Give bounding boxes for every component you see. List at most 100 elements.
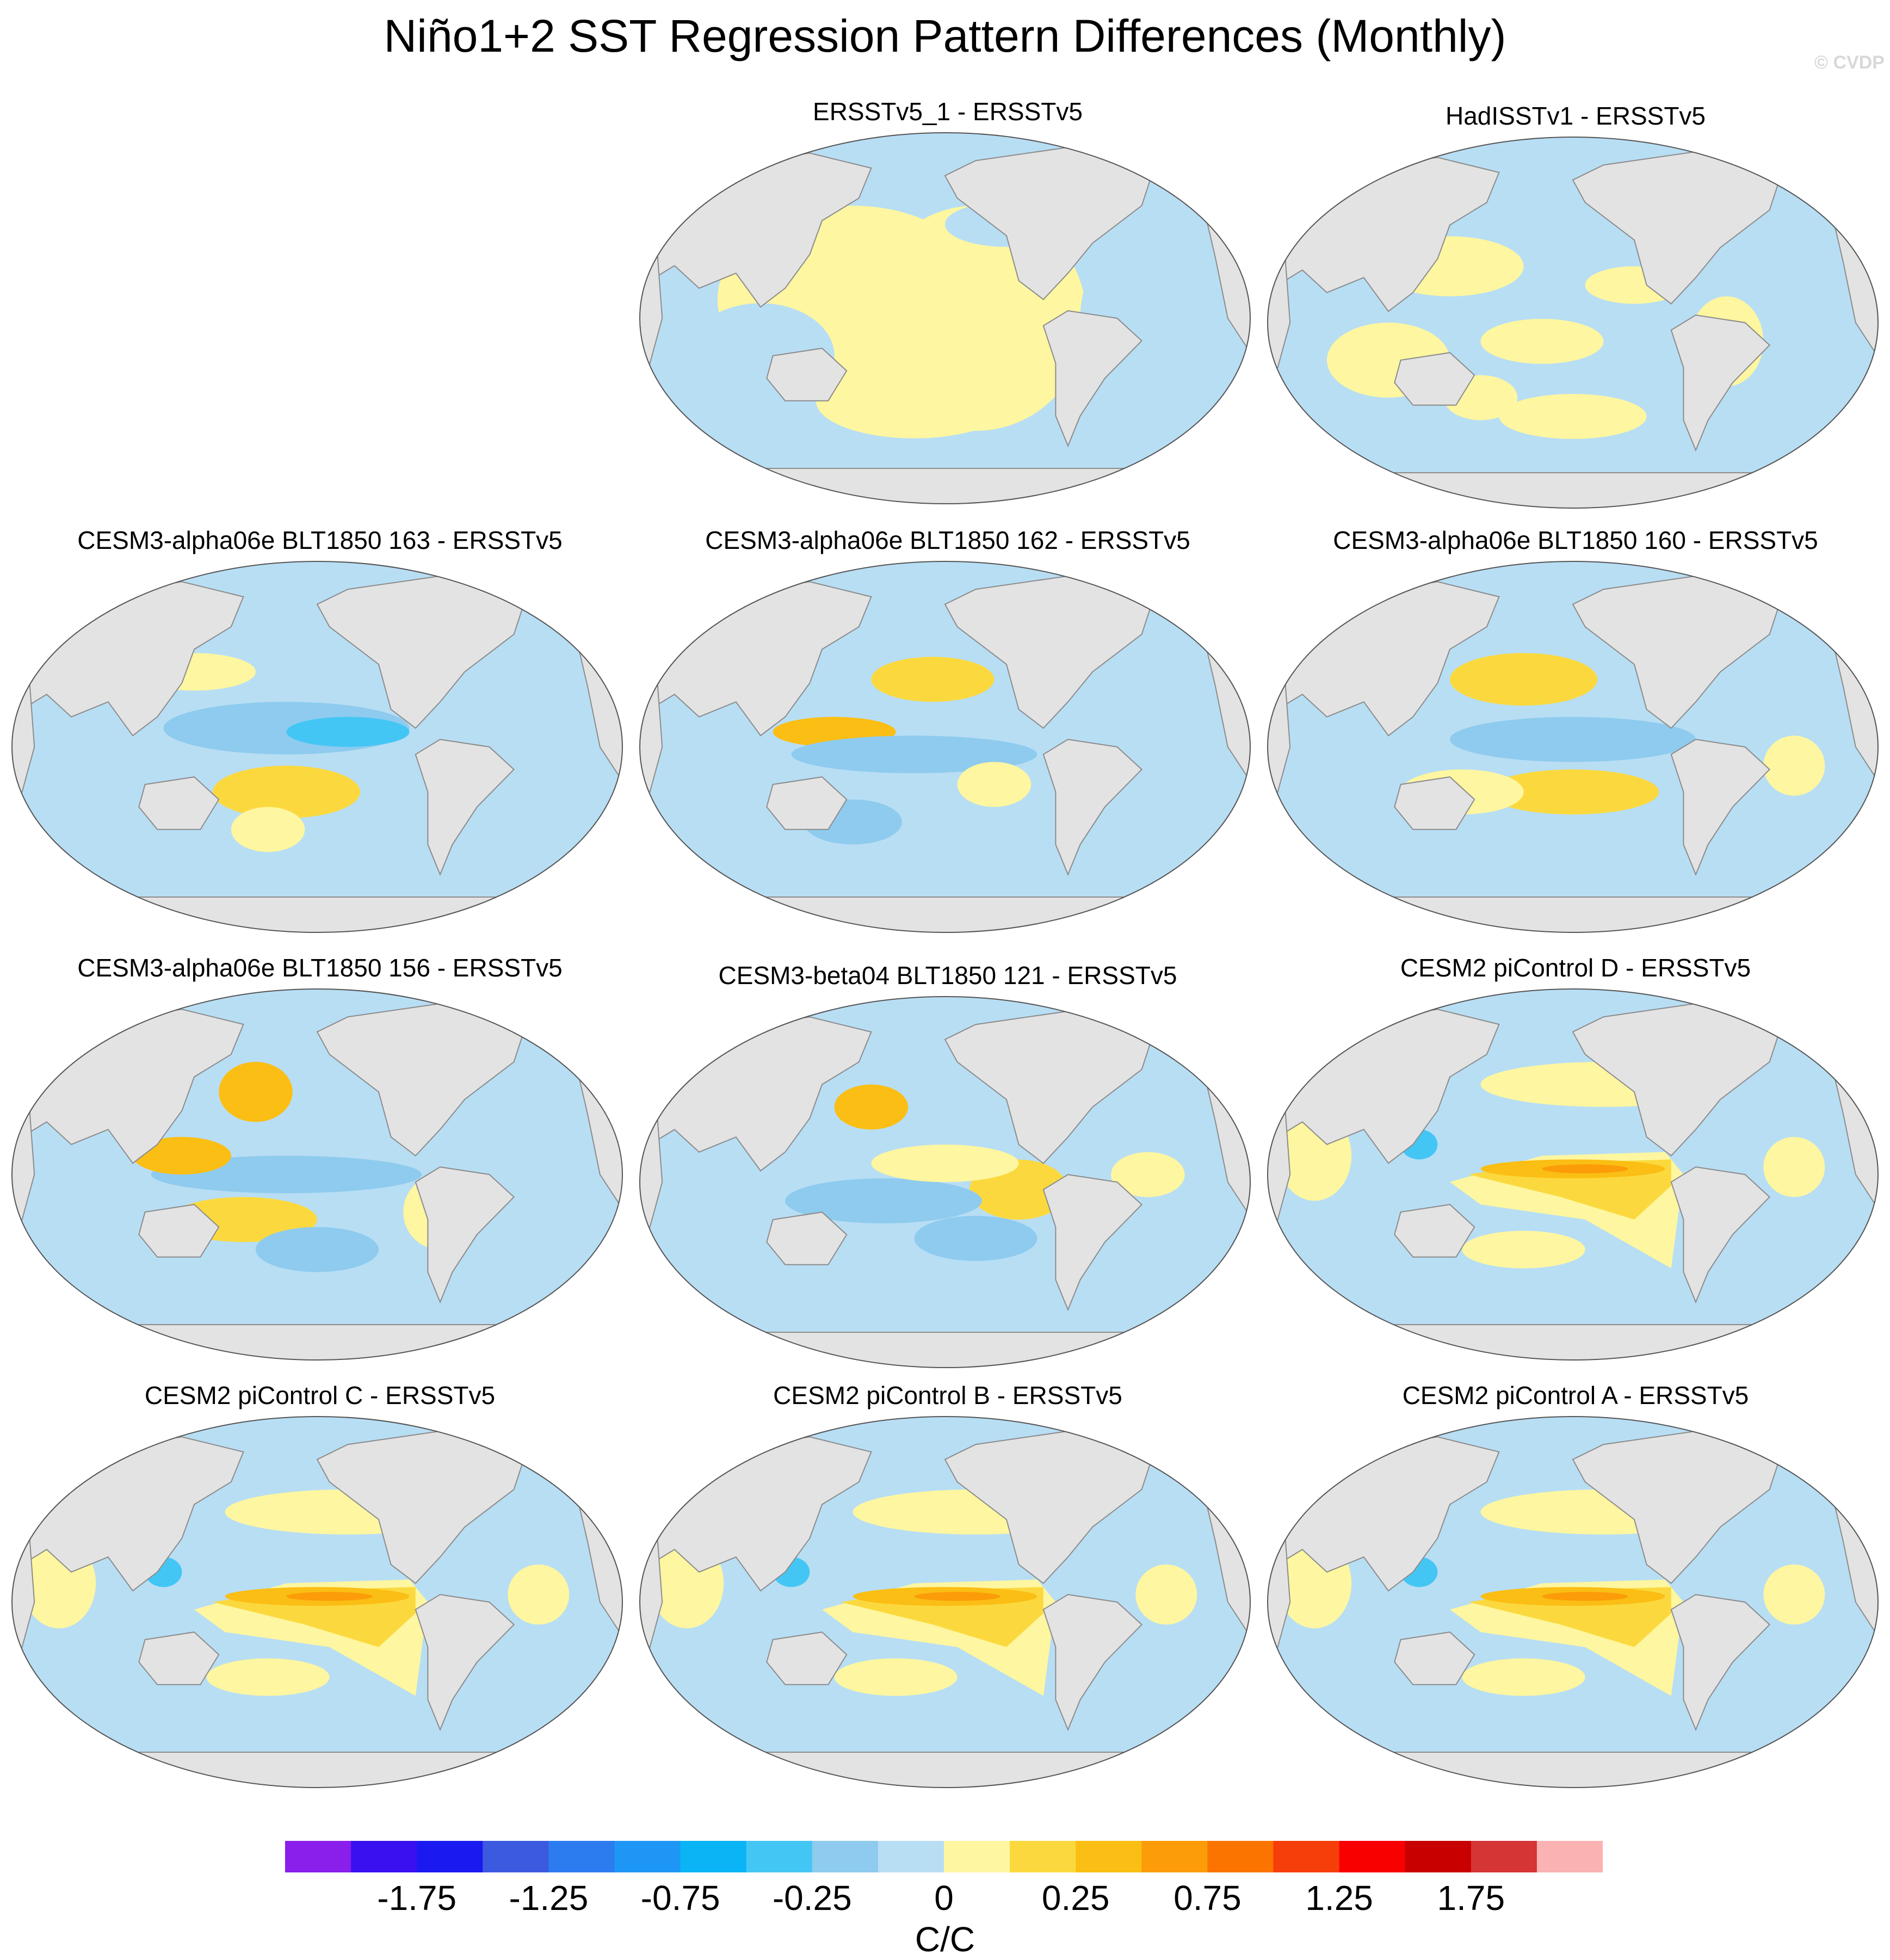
south-america-landmass bbox=[1042, 739, 1143, 876]
colorbar-swatch bbox=[1471, 1841, 1537, 1872]
map-border bbox=[639, 996, 1251, 1368]
greenland-landmass bbox=[1793, 141, 1844, 188]
panel-title: CESM3-alpha06e BLT1850 160 - ERSSTv5 bbox=[1333, 526, 1818, 554]
antarctica-landmass bbox=[640, 1752, 1250, 1788]
colorbar-swatch bbox=[417, 1841, 483, 1872]
anomaly-atlantic bbox=[1135, 1565, 1197, 1625]
australia-landmass bbox=[1394, 776, 1475, 830]
colorbar-swatch bbox=[548, 1841, 615, 1872]
colorbar-swatch bbox=[483, 1841, 549, 1872]
colorbar-units: C/C bbox=[915, 1920, 975, 1959]
antarctica-landmass bbox=[1268, 1752, 1878, 1788]
colorbar-tick-label: -0.75 bbox=[640, 1878, 720, 1918]
anomaly-blob-2 bbox=[212, 765, 361, 819]
map-panel: CESM3-alpha06e BLT1850 160 - ERSSTv5 bbox=[1265, 525, 1886, 950]
antarctica-landmass bbox=[1268, 896, 1878, 932]
anomaly-south-pacific bbox=[834, 1658, 958, 1696]
panel-title: CESM2 piControl B - ERSSTv5 bbox=[773, 1381, 1122, 1409]
anomaly-blob-4 bbox=[231, 807, 305, 852]
colorbar-swatch bbox=[1207, 1841, 1274, 1872]
robinson-map bbox=[11, 988, 623, 1361]
australia-landmass bbox=[766, 776, 848, 830]
south-america-landmass bbox=[1042, 1174, 1143, 1312]
robinson-map bbox=[11, 561, 623, 933]
south-america-landmass bbox=[1670, 739, 1771, 876]
antarctica-landmass bbox=[640, 896, 1250, 932]
panel-title: ERSSTv5_1 - ERSSTv5 bbox=[813, 97, 1083, 126]
map-border bbox=[639, 1416, 1251, 1788]
south-america-landmass bbox=[1670, 1166, 1771, 1304]
colorbar-tick-label: -0.25 bbox=[772, 1878, 852, 1918]
colorbar-tick-label: 0.75 bbox=[1173, 1878, 1242, 1918]
tongue-peak bbox=[1542, 1164, 1628, 1173]
antarctica-landmass bbox=[12, 1324, 622, 1360]
anomaly-blob-1 bbox=[791, 735, 1037, 774]
greenland-landmass bbox=[1165, 1001, 1216, 1048]
panel-title: CESM3-alpha06e BLT1850 162 - ERSSTv5 bbox=[705, 526, 1190, 554]
anomaly-atlantic bbox=[1763, 1565, 1825, 1625]
map-panel: ERSSTv5_1 - ERSSTv5 bbox=[638, 97, 1258, 521]
map-panel: CESM3-alpha06e BLT1850 163 - ERSSTv5 bbox=[10, 525, 630, 950]
south-america-landmass bbox=[415, 1594, 515, 1732]
map-panel: CESM3-beta04 BLT1850 121 - ERSSTv5 bbox=[638, 961, 1258, 1385]
anomaly-blob-2 bbox=[1486, 769, 1659, 815]
anomaly-atlantic bbox=[1763, 1137, 1825, 1197]
greenland-landmass bbox=[1793, 993, 1844, 1040]
cvdp-watermark: © CVDP bbox=[1814, 52, 1885, 73]
colorbar-swatch bbox=[812, 1841, 879, 1872]
anomaly-blob-3 bbox=[133, 1137, 231, 1174]
panel-title: CESM2 piControl A - ERSSTv5 bbox=[1402, 1381, 1749, 1409]
map-panel: CESM2 piControl C - ERSSTv5 bbox=[10, 1381, 630, 1805]
colorbar bbox=[285, 1841, 1603, 1872]
robinson-map bbox=[1267, 561, 1879, 933]
anomaly-blob-3 bbox=[914, 1216, 1037, 1261]
colorbar-swatch bbox=[1405, 1841, 1472, 1872]
colorbar-swatch bbox=[1339, 1841, 1406, 1872]
australia-landmass bbox=[138, 1204, 220, 1258]
panel-title: CESM2 piControl C - ERSSTv5 bbox=[144, 1381, 496, 1409]
colorbar-tick-label: 1.75 bbox=[1437, 1878, 1505, 1918]
anomaly-south-pacific bbox=[1462, 1658, 1585, 1696]
antarctica-landmass bbox=[640, 1332, 1250, 1368]
colorbar-swatch bbox=[746, 1841, 813, 1872]
colorbar-tick-label: -1.25 bbox=[509, 1878, 589, 1918]
colorbar-tick-label: 0.25 bbox=[1041, 1878, 1110, 1918]
robinson-map bbox=[11, 1416, 623, 1788]
tongue-peak bbox=[1542, 1592, 1628, 1601]
map-panel: CESM2 piControl A - ERSSTv5 bbox=[1265, 1381, 1886, 1805]
australia-landmass bbox=[138, 776, 220, 830]
map-panel: CESM2 piControl B - ERSSTv5 bbox=[638, 1381, 1258, 1805]
colorbar-swatch bbox=[680, 1841, 747, 1872]
map-border bbox=[1267, 1416, 1879, 1788]
antarctica-landmass bbox=[640, 468, 1250, 504]
south-america-landmass bbox=[415, 739, 515, 876]
map-border bbox=[639, 561, 1251, 933]
australia-landmass bbox=[138, 1631, 220, 1685]
anomaly-blob-2 bbox=[871, 657, 995, 702]
anomaly-blob-1 bbox=[1480, 319, 1604, 364]
greenland-landmass bbox=[538, 993, 589, 1040]
colorbar-swatch bbox=[944, 1841, 1010, 1872]
map-panel: CESM2 piControl D - ERSSTv5 bbox=[1265, 953, 1886, 1377]
colorbar-swatch bbox=[351, 1841, 417, 1872]
robinson-map bbox=[639, 996, 1251, 1368]
anomaly-blob-5 bbox=[957, 762, 1032, 807]
anomaly-blob-1 bbox=[1450, 716, 1696, 762]
greenland-landmass bbox=[538, 566, 589, 613]
anomaly-south-pacific bbox=[206, 1658, 330, 1696]
tongue-peak bbox=[914, 1592, 1000, 1601]
map-border bbox=[1267, 561, 1879, 933]
anomaly-blob-0 bbox=[1450, 653, 1598, 706]
greenland-landmass bbox=[1165, 137, 1216, 184]
antarctica-landmass bbox=[12, 1752, 622, 1788]
panel-title: CESM3-alpha06e BLT1850 163 - ERSSTv5 bbox=[77, 526, 563, 554]
map-panel: CESM3-alpha06e BLT1850 156 - ERSSTv5 bbox=[10, 953, 630, 1377]
antarctica-landmass bbox=[12, 896, 622, 932]
map-border bbox=[1267, 988, 1879, 1361]
anomaly-blob-5 bbox=[1111, 1152, 1185, 1197]
map-panel: HadISSTv1 - ERSSTv5 bbox=[1265, 101, 1886, 525]
colorbar-swatch bbox=[285, 1841, 351, 1872]
south-america-landmass bbox=[1670, 1594, 1771, 1732]
anomaly-blob-3 bbox=[816, 363, 1013, 438]
australia-landmass bbox=[766, 1631, 848, 1685]
